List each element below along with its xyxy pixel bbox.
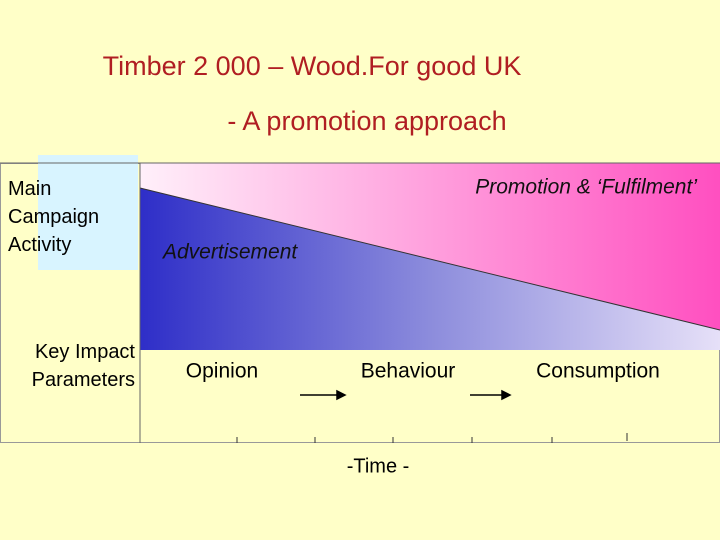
advertisement-region <box>140 188 720 350</box>
divider <box>139 187 720 331</box>
row-label: Key Impact Parameters <box>32 341 136 391</box>
time-ticks <box>236 433 628 443</box>
highlight-box <box>38 155 138 270</box>
arrows <box>300 389 512 401</box>
row-label: Main Campaign Activity <box>8 178 99 256</box>
title: Timber 2 000 – Wood.For good UK <box>103 51 522 81</box>
stage-label: Opinion <box>186 360 258 383</box>
promotion-label: Promotion & ‘Fulfilment’ <box>475 176 697 199</box>
stage-label: Consumption <box>536 360 660 383</box>
time-label: -Time - <box>347 455 410 477</box>
advertisement-label: Advertisement <box>161 241 298 264</box>
promotion-region <box>140 163 720 330</box>
subtitle: - A promotion approach <box>227 106 506 136</box>
stage-label: Behaviour <box>361 360 456 383</box>
